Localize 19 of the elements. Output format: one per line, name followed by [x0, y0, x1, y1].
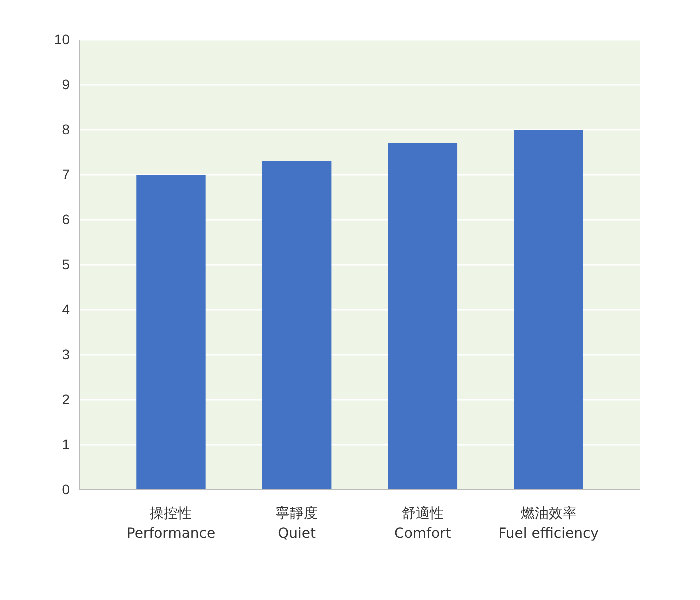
y-tick-label: 7 [62, 166, 70, 182]
y-tick-label: 9 [62, 76, 70, 92]
x-tick-label: 寧靜度 Quiet [276, 506, 318, 542]
y-tick-label: 3 [62, 346, 70, 362]
bar [262, 162, 332, 490]
x-tick-label: 舒適性 Comfort [394, 506, 452, 542]
bar [388, 144, 458, 490]
y-tick-label: 0 [62, 481, 70, 498]
x-tick-label: 燃油效率 Fuel efficiency [498, 506, 599, 542]
bar [136, 175, 206, 490]
x-tick-label: 操控性 Performance [126, 506, 216, 542]
y-tick-label: 4 [62, 301, 70, 318]
y-tick-label: 1 [62, 436, 70, 452]
y-tick-label: 8 [62, 121, 70, 138]
bar [514, 130, 584, 490]
y-tick-label: 6 [62, 211, 70, 228]
y-tick-label: 2 [62, 391, 70, 408]
y-tick-label: 5 [62, 256, 70, 272]
y-tick-label: 10 [54, 31, 70, 48]
